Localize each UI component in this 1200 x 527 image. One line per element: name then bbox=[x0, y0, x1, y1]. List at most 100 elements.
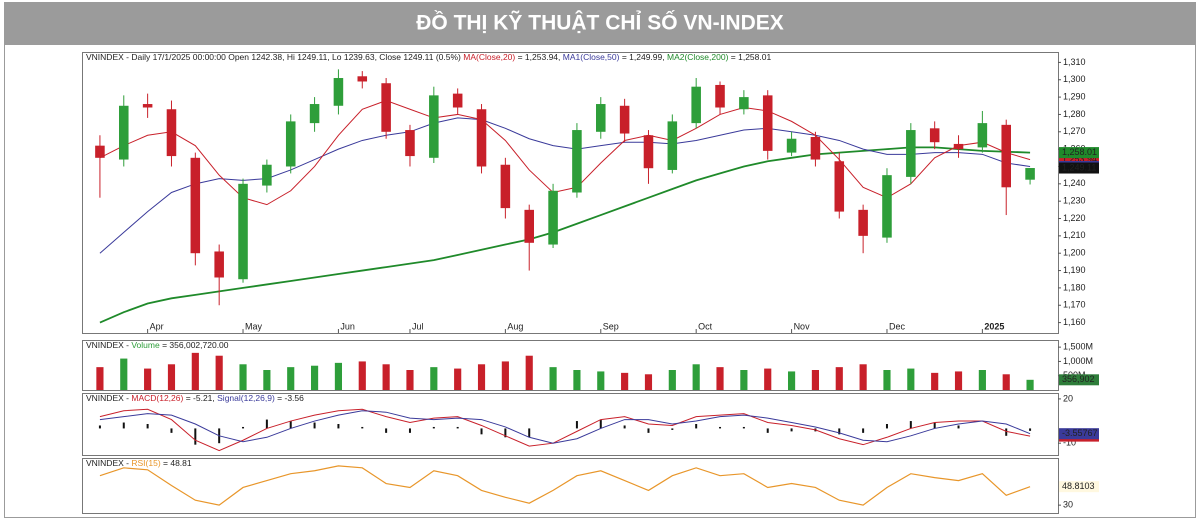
y-tick-label: 1,170 bbox=[1063, 300, 1086, 310]
histogram-bar bbox=[456, 426, 459, 429]
volume-bar bbox=[406, 370, 414, 390]
header-part: = 1,249.99, bbox=[622, 52, 665, 62]
x-tick-label: Dec bbox=[889, 321, 906, 331]
volume-bar bbox=[263, 370, 271, 390]
histogram-bar bbox=[432, 426, 435, 429]
last-value-box bbox=[1059, 374, 1099, 386]
header-part: = -3.56 bbox=[277, 393, 304, 403]
candle-body bbox=[452, 93, 463, 108]
series-line bbox=[99, 117, 1031, 254]
volume-bar bbox=[96, 367, 104, 390]
volume-bar bbox=[239, 364, 247, 390]
volume-bar bbox=[1002, 374, 1010, 390]
histogram-bar bbox=[957, 425, 960, 429]
candle-body bbox=[786, 138, 797, 153]
header-part: Signal(12,26,9) bbox=[217, 393, 275, 403]
series-line bbox=[99, 465, 1031, 506]
volume-bar bbox=[430, 367, 438, 390]
histogram-bar bbox=[719, 426, 722, 429]
candle-body bbox=[548, 190, 558, 245]
histogram-bar bbox=[242, 426, 245, 429]
panel-header: VNINDEX - Daily 17/1/2025 00:00:00 Open … bbox=[86, 52, 771, 62]
series-line bbox=[99, 410, 1031, 444]
volume-bar bbox=[310, 365, 319, 390]
volume-bar bbox=[787, 371, 796, 390]
volume-bar bbox=[811, 370, 820, 390]
volume-bar bbox=[382, 364, 390, 390]
candle-body bbox=[429, 95, 439, 158]
volume-bar bbox=[597, 371, 605, 390]
histogram-bar bbox=[575, 421, 578, 429]
y-tick-label: 1,180 bbox=[1063, 282, 1086, 292]
last-value-label: 356,902 bbox=[1062, 374, 1095, 384]
volume-bar bbox=[907, 368, 915, 390]
header-part: VNINDEX - bbox=[86, 458, 129, 468]
histogram-bar bbox=[933, 422, 936, 429]
volume-bar bbox=[120, 358, 128, 390]
volume-bar bbox=[668, 370, 676, 390]
candle-body bbox=[858, 209, 868, 236]
last-value-label: 1,253.94 bbox=[1062, 154, 1097, 164]
candle-body bbox=[953, 143, 964, 150]
histogram-bar bbox=[408, 428, 411, 433]
x-tick-label: Aug bbox=[507, 321, 523, 331]
x-tick-label: Apr bbox=[150, 321, 164, 331]
histogram-bar bbox=[170, 428, 173, 433]
candle-body bbox=[285, 121, 296, 167]
volume-bar bbox=[883, 370, 891, 390]
volume-bar bbox=[167, 364, 176, 390]
volume-bar bbox=[835, 367, 843, 390]
header-part: = 48.81 bbox=[163, 458, 192, 468]
x-tick-label: May bbox=[245, 321, 263, 331]
volume-bar bbox=[644, 374, 653, 390]
y-tick-label: -10 bbox=[1063, 438, 1076, 448]
header-part: MA2(Close,200) bbox=[667, 52, 729, 62]
volume-bar bbox=[1026, 379, 1034, 390]
y-tick-label: 1,230 bbox=[1063, 196, 1086, 206]
volume-bar bbox=[740, 370, 748, 390]
y-tick-label: 1,210 bbox=[1063, 230, 1086, 240]
candle-body bbox=[834, 161, 845, 212]
candle-body bbox=[524, 209, 534, 243]
volume-bar bbox=[716, 367, 724, 390]
title-bar bbox=[4, 2, 1196, 44]
histogram-bar bbox=[146, 424, 149, 429]
histogram-bar bbox=[98, 425, 101, 429]
x-tick-label: Sep bbox=[603, 321, 619, 331]
header-part: VNINDEX - bbox=[86, 393, 129, 403]
candle-body bbox=[596, 104, 606, 132]
candle-body bbox=[381, 83, 391, 132]
candle-body bbox=[1001, 124, 1011, 188]
volume-bar bbox=[191, 352, 199, 390]
candle-body bbox=[810, 136, 821, 160]
histogram-bar bbox=[361, 426, 364, 429]
volume-bar bbox=[334, 362, 343, 390]
histogram-bar bbox=[742, 426, 745, 429]
histogram-bar bbox=[862, 428, 865, 433]
candle-body bbox=[739, 97, 749, 110]
last-value-box bbox=[1059, 154, 1099, 166]
panel bbox=[82, 393, 1059, 456]
candle-body bbox=[500, 164, 511, 209]
volume-bar bbox=[501, 361, 509, 390]
histogram-bar bbox=[194, 428, 197, 445]
y-tick-label: 1,270 bbox=[1063, 126, 1086, 136]
histogram-bar bbox=[695, 424, 698, 429]
volume-bar bbox=[954, 371, 963, 390]
candle-body bbox=[619, 105, 630, 134]
chart-title: ĐỒ THỊ KỸ THUẬT CHỈ SỐ VN-INDEX bbox=[416, 11, 784, 35]
volume-bar bbox=[621, 372, 629, 390]
candle-body bbox=[715, 84, 725, 108]
panel bbox=[82, 52, 1059, 334]
histogram-bar bbox=[838, 428, 841, 435]
header-part: VNINDEX - Daily 17/1/2025 00:00:00 Open … bbox=[86, 52, 461, 62]
histogram-bar bbox=[790, 428, 793, 432]
x-tick-label: 2025 bbox=[984, 321, 1004, 331]
x-tick-label: Jun bbox=[340, 321, 355, 331]
candle-body bbox=[214, 251, 224, 278]
histogram-bar bbox=[671, 428, 674, 430]
y-tick-label: 30 bbox=[1063, 500, 1073, 510]
header-part: MA(Close,20) bbox=[463, 52, 515, 62]
x-tick-label: Jul bbox=[412, 321, 424, 331]
y-tick-label: 1,200 bbox=[1063, 248, 1086, 258]
